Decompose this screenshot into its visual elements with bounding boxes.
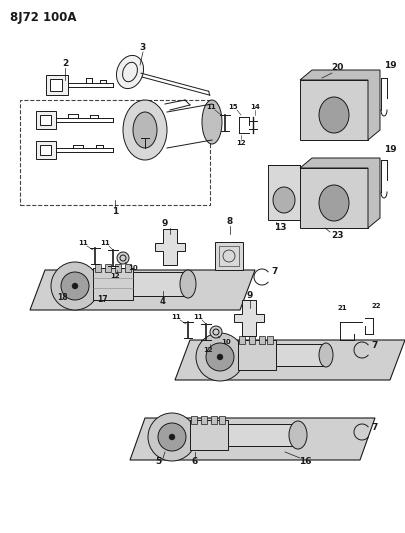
Ellipse shape [180, 270, 196, 298]
Bar [219, 416, 225, 424]
Circle shape [206, 343, 234, 371]
Text: 13: 13 [274, 223, 286, 232]
Bar [211, 416, 217, 424]
Polygon shape [175, 340, 405, 380]
Circle shape [61, 272, 89, 300]
Circle shape [169, 434, 175, 440]
Text: 1: 1 [112, 207, 118, 216]
Text: 15: 15 [228, 104, 238, 110]
Ellipse shape [273, 187, 295, 213]
Bar [46, 75, 68, 95]
Circle shape [72, 283, 78, 289]
Text: 6: 6 [192, 457, 198, 466]
Bar [190, 420, 228, 450]
Text: 18: 18 [57, 294, 67, 303]
Text: 9: 9 [247, 292, 253, 301]
Text: 11: 11 [193, 314, 203, 320]
Circle shape [196, 333, 244, 381]
Ellipse shape [289, 421, 307, 449]
Circle shape [210, 326, 222, 338]
Bar [268, 165, 300, 220]
Text: 12: 12 [236, 140, 246, 146]
Circle shape [51, 262, 99, 310]
Text: 7: 7 [372, 423, 378, 432]
Bar [201, 416, 207, 424]
Text: 4: 4 [160, 297, 166, 306]
Text: 11: 11 [100, 240, 110, 246]
Ellipse shape [319, 343, 333, 367]
Text: 19: 19 [384, 61, 396, 69]
Bar [239, 336, 245, 344]
Text: 22: 22 [371, 303, 381, 309]
Text: 12: 12 [110, 273, 120, 279]
Bar [133, 272, 188, 296]
Text: 19: 19 [384, 146, 396, 155]
Bar [300, 80, 368, 140]
Ellipse shape [117, 55, 143, 88]
Polygon shape [130, 418, 375, 460]
Bar [95, 264, 101, 272]
Bar [50, 79, 62, 91]
Bar [191, 416, 197, 424]
Circle shape [217, 354, 223, 360]
Text: 7: 7 [272, 268, 278, 277]
Bar [93, 268, 133, 300]
Circle shape [117, 252, 129, 264]
Text: 20: 20 [331, 63, 343, 72]
Text: 12: 12 [203, 347, 213, 353]
Text: 5: 5 [155, 457, 161, 466]
Circle shape [158, 423, 186, 451]
Bar [40, 145, 51, 155]
Text: 17: 17 [97, 295, 107, 304]
Ellipse shape [123, 100, 167, 160]
Bar [20, 100, 210, 205]
Text: 21: 21 [337, 305, 347, 311]
Bar [276, 344, 326, 366]
Bar [238, 340, 276, 370]
Text: 16: 16 [299, 457, 311, 466]
Bar [219, 246, 239, 266]
Bar [36, 141, 56, 159]
Text: 9: 9 [162, 220, 168, 229]
Text: 14: 14 [250, 104, 260, 110]
Text: 11: 11 [171, 314, 181, 320]
Bar [125, 264, 131, 272]
Bar [300, 168, 368, 228]
Bar [249, 336, 255, 344]
Text: 2: 2 [62, 59, 68, 68]
Text: 23: 23 [332, 231, 344, 240]
Ellipse shape [319, 97, 349, 133]
Text: 8J72 100A: 8J72 100A [10, 12, 77, 25]
Text: 10: 10 [128, 265, 138, 271]
Ellipse shape [133, 112, 157, 148]
Text: 7: 7 [372, 341, 378, 350]
Bar [228, 424, 298, 446]
Polygon shape [30, 270, 255, 310]
Polygon shape [155, 229, 185, 265]
Ellipse shape [202, 100, 222, 144]
Text: 3: 3 [140, 43, 146, 52]
Polygon shape [234, 300, 264, 336]
Ellipse shape [319, 185, 349, 221]
Text: 11: 11 [78, 240, 88, 246]
Polygon shape [300, 158, 380, 228]
Bar [267, 336, 273, 344]
Text: 8: 8 [227, 217, 233, 227]
Bar [36, 111, 56, 129]
Bar [40, 115, 51, 125]
Bar [105, 264, 111, 272]
Text: 11: 11 [206, 104, 216, 110]
Circle shape [148, 413, 196, 461]
Bar [115, 264, 121, 272]
Bar [215, 242, 243, 270]
Text: 10: 10 [221, 339, 231, 345]
Polygon shape [300, 70, 380, 140]
Bar [259, 336, 265, 344]
